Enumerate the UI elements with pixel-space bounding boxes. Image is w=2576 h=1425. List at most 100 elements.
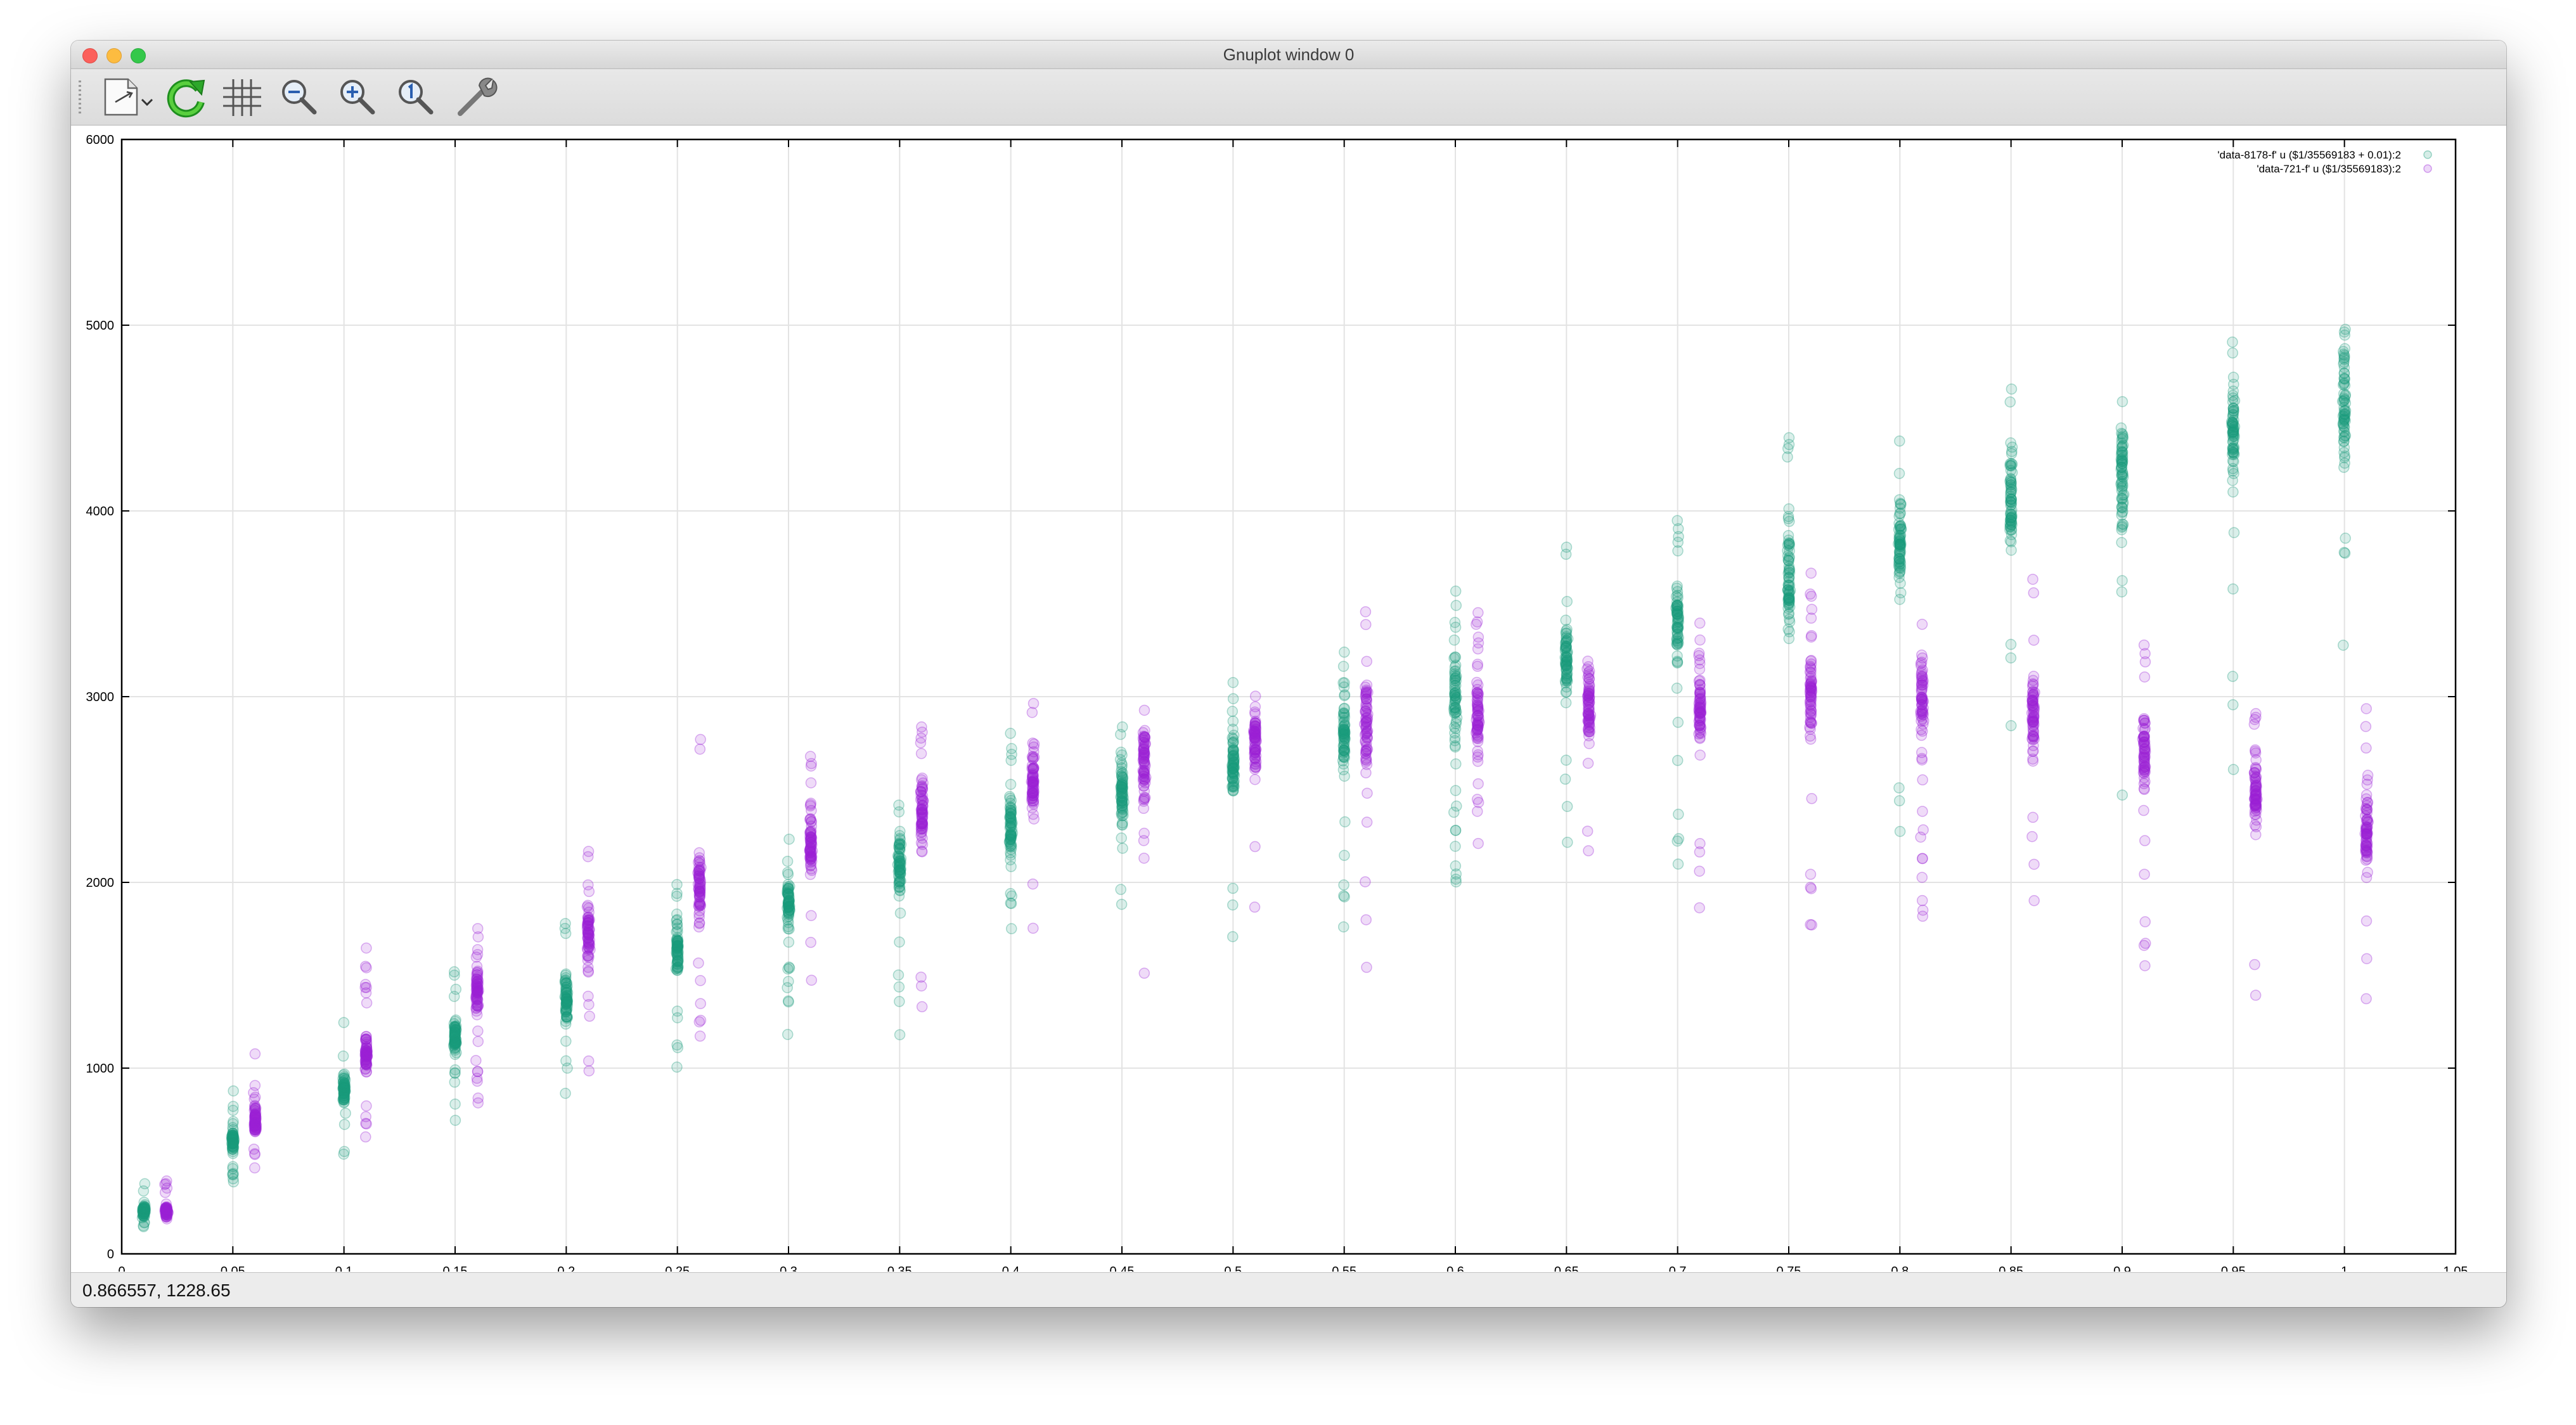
data-point — [671, 934, 683, 945]
data-point — [1893, 468, 1905, 479]
data-point — [450, 1020, 462, 1032]
zoom-in-button[interactable] — [333, 74, 382, 120]
data-point — [226, 1133, 238, 1145]
data-point — [1694, 664, 1706, 675]
data-point — [1228, 757, 1240, 768]
data-point — [338, 1071, 350, 1083]
data-point — [560, 997, 572, 1009]
data-point — [671, 1039, 683, 1051]
data-point — [671, 949, 683, 960]
data-point — [894, 834, 906, 846]
data-point — [895, 863, 906, 875]
data-point — [1337, 728, 1349, 739]
data-point — [1116, 779, 1128, 790]
data-point — [894, 864, 906, 876]
zoom-reset-button[interactable] — [392, 74, 440, 120]
grid-button[interactable] — [218, 74, 266, 120]
data-point — [449, 1064, 461, 1076]
data-point — [2340, 532, 2351, 544]
data-point — [560, 1006, 572, 1017]
scatter-chart[interactable]: 0 0.05 0.1 0.15 0.2 0.25 0.3 0.35 0.4 0.45 0.5 0.55… — [71, 126, 2506, 1279]
data-point — [672, 942, 684, 954]
data-point — [782, 888, 794, 899]
replot-button[interactable] — [162, 74, 210, 120]
data-point — [671, 926, 682, 938]
data-point — [138, 1203, 149, 1215]
data-point — [2228, 527, 2240, 538]
data-point — [1673, 808, 1684, 820]
data-point — [1027, 737, 1039, 749]
data-point — [1117, 792, 1128, 804]
data-point — [561, 1012, 573, 1024]
title-bar[interactable]: Gnuplot window 0 — [71, 41, 2506, 69]
data-point — [228, 1124, 239, 1135]
data-point — [2250, 990, 2262, 1001]
data-point — [893, 890, 905, 902]
plot-area[interactable]: 0 0.05 0.1 0.15 0.2 0.25 0.3 0.35 0.4 0.45 0.5 0.55… — [71, 126, 2506, 1279]
data-point — [1117, 767, 1128, 779]
data-point — [1805, 680, 1817, 692]
data-point — [338, 1096, 350, 1108]
data-point — [338, 1092, 350, 1104]
close-window-button[interactable] — [82, 48, 98, 63]
data-point — [470, 991, 482, 1003]
data-point — [1894, 435, 1905, 447]
data-point — [361, 1100, 372, 1112]
data-point — [1005, 834, 1016, 846]
data-point — [1228, 736, 1239, 747]
data-point — [893, 858, 905, 870]
data-point — [139, 1203, 150, 1214]
status-bar: 0.866557, 1228.65 — [71, 1272, 2506, 1307]
data-point — [561, 995, 572, 1007]
data-point — [338, 1078, 349, 1090]
data-point — [1805, 733, 1817, 745]
data-point — [226, 1144, 238, 1155]
data-point — [1338, 723, 1349, 735]
data-point — [2028, 858, 2040, 870]
data-point — [228, 1142, 240, 1153]
data-point — [138, 1207, 150, 1219]
data-point — [138, 1206, 150, 1217]
data-point — [1673, 833, 1685, 844]
data-point — [894, 1029, 906, 1041]
data-point — [783, 896, 795, 908]
data-point — [449, 1021, 461, 1033]
data-point — [782, 884, 794, 896]
zoom-out-button[interactable] — [275, 74, 323, 120]
data-point — [450, 1034, 462, 1045]
data-point — [227, 1128, 239, 1139]
data-point — [139, 1201, 151, 1213]
data-point — [672, 963, 683, 974]
data-point — [671, 908, 683, 920]
data-point — [1005, 810, 1017, 822]
data-point — [1671, 583, 1683, 594]
data-point — [1471, 714, 1482, 726]
data-point — [1116, 801, 1128, 812]
data-point — [1784, 540, 1795, 551]
data-point — [227, 1137, 238, 1149]
data-point — [449, 1023, 461, 1035]
data-point — [560, 993, 572, 1005]
data-point — [672, 941, 684, 952]
data-point — [228, 1137, 239, 1148]
data-point — [1116, 810, 1128, 822]
data-point — [228, 1168, 239, 1179]
data-point — [449, 1031, 461, 1042]
data-point — [1117, 804, 1128, 815]
toolbar-grip[interactable] — [79, 81, 81, 113]
data-point — [1339, 690, 1350, 702]
data-point — [2139, 960, 2151, 972]
data-point — [2116, 468, 2128, 479]
data-point — [782, 901, 794, 913]
data-point — [1138, 780, 1150, 792]
minimize-window-button[interactable] — [106, 48, 122, 63]
settings-button[interactable] — [451, 74, 499, 120]
data-point — [2339, 457, 2350, 469]
data-point — [1561, 596, 1573, 607]
data-point — [560, 927, 572, 939]
data-point — [139, 1207, 150, 1218]
zoom-window-button[interactable] — [131, 48, 146, 63]
export-button[interactable] — [94, 74, 157, 120]
data-point — [1450, 800, 1462, 812]
data-point — [1894, 825, 1906, 837]
